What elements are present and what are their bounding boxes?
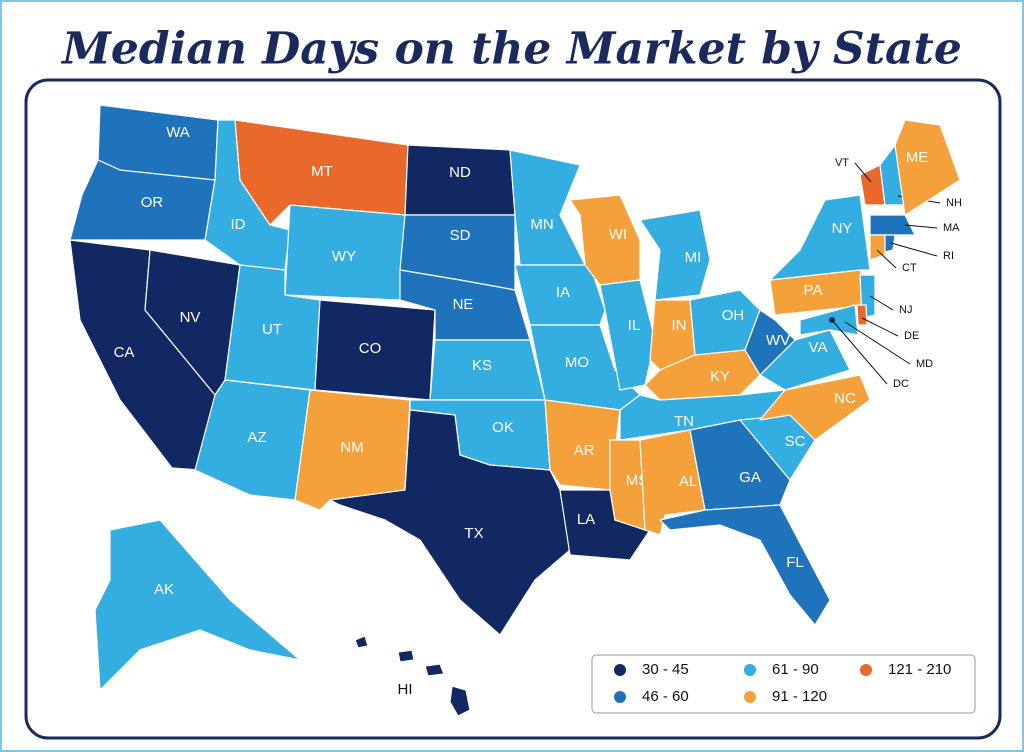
state-label: SD [450, 227, 471, 244]
state-label: MT [311, 163, 333, 180]
state-label: CT [902, 262, 917, 274]
state-label: VA [809, 339, 828, 356]
state-label: SC [785, 433, 806, 450]
state-label: NC [834, 390, 856, 407]
leader-line [844, 321, 911, 365]
state-label: MO [565, 354, 589, 371]
state-label: IN [672, 317, 687, 334]
state-label: OK [492, 419, 514, 436]
legend-box [591, 654, 976, 714]
state-label: NM [340, 439, 363, 456]
leader-line [904, 224, 938, 229]
state-shape [609, 439, 646, 531]
legend-label: 91 - 120 [772, 688, 827, 705]
legend-label: 61 - 90 [772, 661, 819, 678]
state-shape [856, 304, 868, 326]
state-label: WA [166, 124, 190, 141]
state-shape [894, 119, 961, 216]
state-label: UT [262, 321, 282, 338]
state-shape [329, 409, 571, 636]
state-label: AZ [247, 429, 266, 446]
state-shape [424, 663, 445, 677]
state-label: MD [916, 358, 933, 370]
legend-swatch [744, 691, 756, 703]
state-shape [689, 419, 791, 511]
state-label: MI [685, 249, 702, 266]
state-label: ID [231, 216, 246, 233]
state-shape [744, 309, 796, 376]
leader-line [861, 317, 899, 337]
leader-line [890, 242, 938, 257]
legend-label: 30 - 45 [642, 661, 689, 678]
state-label: ND [449, 164, 471, 181]
state-label: AK [154, 581, 174, 598]
leader-line [854, 162, 872, 183]
state-label: AR [574, 442, 595, 459]
state-label: HI [398, 681, 413, 698]
legend-swatch [614, 664, 626, 676]
state-label: KS [472, 357, 492, 374]
state-label: NY [832, 220, 853, 237]
state-shape [769, 194, 871, 281]
state-shape [514, 264, 606, 326]
state-label: CA [114, 344, 135, 361]
state-shape [869, 214, 916, 236]
state-shape [619, 389, 786, 441]
state-label: WY [332, 248, 356, 265]
leader-line [876, 249, 897, 269]
leader-line [869, 295, 894, 311]
leader-line [831, 319, 888, 385]
state-shape [639, 209, 711, 301]
state-label: MN [530, 216, 553, 233]
state-label: MA [943, 222, 960, 234]
state-label: RI [943, 250, 954, 262]
legend-swatch [744, 664, 756, 676]
state-label: WI [609, 226, 627, 243]
state-shape [659, 504, 831, 626]
state-shape [449, 685, 471, 717]
state-label: LA [577, 511, 595, 528]
state-label: FL [786, 554, 804, 571]
state-label: WV [766, 332, 790, 349]
state-label: DE [904, 330, 919, 342]
legend-label: 121 - 210 [888, 661, 951, 678]
state-shape [94, 519, 301, 691]
state-label: IA [556, 284, 570, 301]
legend-swatch [860, 664, 872, 676]
state-label: TN [674, 413, 694, 430]
state-label: ME [906, 149, 929, 166]
state-label: KY [710, 368, 730, 385]
state-label: DC [893, 378, 909, 390]
state-label: TX [464, 525, 483, 542]
legend: 30 - 45 46 - 60 61 - 90 91 - 120 121 - 210 [614, 661, 951, 705]
state-shape [544, 399, 621, 491]
state-label: NV [180, 309, 201, 326]
state-shape [397, 649, 415, 663]
state-label: AL [679, 473, 697, 490]
state-label: OR [141, 194, 164, 211]
states: WA OR CA NV ID MT WY UT CO AZ NM ND SD NE KS OK TX MN IA MO… [69, 104, 962, 717]
state-shape [354, 635, 369, 649]
state-label: CO [359, 340, 382, 357]
state-label: VT [835, 157, 849, 169]
state-label: GA [739, 469, 761, 486]
state-label: PA [804, 282, 823, 299]
state-label: NJ [899, 304, 912, 316]
state-label: NH [946, 197, 962, 209]
map-frame [24, 78, 1002, 740]
legend-swatch [614, 691, 626, 703]
state-label: OH [722, 307, 745, 324]
legend-label: 46 - 60 [642, 688, 689, 705]
state-shape [869, 234, 886, 261]
state-label: IL [628, 317, 641, 334]
state-shape [884, 234, 896, 253]
state-label: NE [453, 296, 474, 313]
map-title: Median Days on the Market by State [60, 24, 962, 75]
